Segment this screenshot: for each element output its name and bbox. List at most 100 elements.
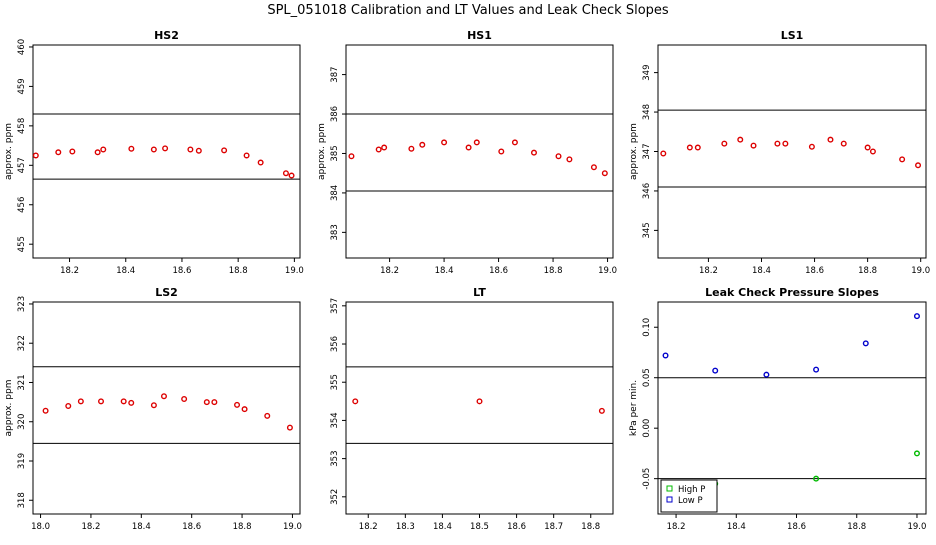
x-tick-label: 18.3 [396,522,415,532]
plot-frame [32,44,301,259]
x-tick-label: 18.0 [31,522,50,532]
y-tick-label: 357 [330,298,340,314]
y-tick-label: 0.00 [642,419,652,438]
data-point [864,144,871,151]
panel-hs1: HS1 18.2 18.4 18.6 18.8 19.0 383 384 385 386 387 ap… [317,29,617,276]
y-axis-label: approx. ppm [629,123,639,180]
y-tick-label: 345 [642,222,652,238]
y-tick-label: 386 [330,106,340,122]
data-point [128,145,135,152]
data-point [65,403,72,410]
x-tick-label: 18.4 [433,522,452,532]
data-point [441,139,448,146]
x-tick-label: 18.4 [727,522,746,532]
y-axis-label: kPa per min. [629,380,639,436]
y-tick-label: 348 [642,104,652,120]
x-tick-label: 18.8 [858,266,877,276]
y-tick-label: 320 [17,414,27,430]
y-tick-label: 349 [642,64,652,80]
x-tick-label: 18.6 [172,266,191,276]
data-point [686,144,693,151]
y-tick-label: 322 [17,335,27,351]
data-point [375,146,382,153]
y-axis-label: approx. ppm [317,123,327,180]
y-axis-label: approx. ppm [4,123,14,180]
data-point [288,172,295,179]
plot-frame [345,301,614,515]
data-point [100,146,107,153]
data-point [660,150,667,157]
data-point [598,407,605,414]
data-point [737,136,744,143]
data-point [55,149,62,156]
data-point [120,398,127,405]
data-point [150,402,157,409]
data-point [150,146,157,153]
x-tick-label: 18.2 [60,266,79,276]
data-point [128,399,135,406]
x-tick-label: 19.0 [907,522,926,532]
y-axis-label: approx. ppm [4,380,14,437]
data-point [840,140,847,147]
panel-title: HS2 [154,29,179,42]
y-tick-label: 318 [17,492,27,508]
panel-title: LS1 [781,29,804,42]
y-tick-label: 352 [330,489,340,505]
panel-title: Leak Check Pressure Slopes [705,286,879,299]
y-tick-label: 385 [330,145,340,161]
legend-swatch [666,485,673,492]
y-tick-label: 323 [17,296,27,312]
data-point [590,164,597,171]
data-point [899,156,906,163]
y-tick-label: 353 [330,450,340,466]
panel-title: LS2 [155,286,178,299]
data-point [352,398,359,405]
x-tick-label: 18.6 [787,522,806,532]
panel-ls2: LS2 18.0 18.2 18.4 18.6 18.8 19.0 318 319 320 321 3… [4,286,302,532]
legend-box [660,479,718,513]
y-tick-label: 0.10 [642,318,652,337]
data-point [915,162,922,169]
x-tick-label: 19.0 [598,266,617,276]
data-point [160,393,167,400]
data-point [913,313,920,320]
y-tick-label: 319 [17,453,27,469]
plot-frame [32,301,301,515]
y-tick-label: 0.05 [642,368,652,387]
data-point [555,153,562,160]
x-tick-label: 18.2 [380,266,399,276]
x-tick-label: 18.6 [182,522,201,532]
x-tick-label: 19.0 [283,522,302,532]
data-point [221,147,228,154]
data-point [913,450,920,457]
data-point [286,424,293,431]
x-tick-label: 18.4 [435,266,454,276]
y-tick-label: 384 [330,185,340,201]
data-point [381,144,388,151]
y-tick-label: 321 [17,374,27,390]
panel-title: HS1 [467,29,492,42]
x-tick-label: 18.6 [805,266,824,276]
data-point [694,144,701,151]
data-point [813,366,820,373]
legend-entry: High P [678,485,705,495]
x-tick-label: 18.2 [81,522,100,532]
data-point [234,401,241,408]
data-point [808,143,815,150]
panel-ls1: LS1 18.2 18.4 18.6 18.8 19.0 345 346 347 348 349 ap… [629,29,930,276]
data-point [69,148,76,155]
data-point [243,152,250,159]
y-tick-label: 346 [642,183,652,199]
panel-lt: LT 18.2 18.3 18.4 18.5 18.6 18.7 18.8 352 353 354 3… [330,286,614,532]
data-point [94,149,101,156]
x-tick-label: 18.4 [752,266,771,276]
data-point [476,398,483,405]
y-tick-label: 356 [330,336,340,352]
data-point [187,146,194,153]
data-point [473,139,480,146]
data-point [32,152,39,159]
x-tick-label: 18.4 [132,522,151,532]
x-tick-label: 18.8 [544,266,563,276]
x-tick-label: 18.6 [507,522,526,532]
